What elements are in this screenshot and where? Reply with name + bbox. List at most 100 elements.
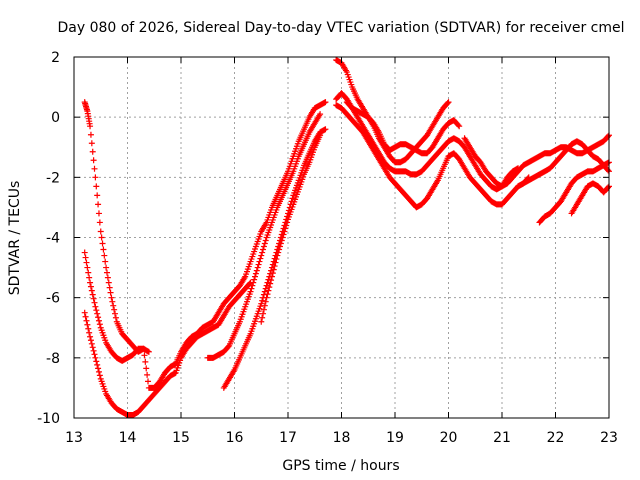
data-point <box>444 100 451 107</box>
data-point <box>91 165 98 172</box>
y-tick-label: -10 <box>37 411 60 427</box>
x-tick-label: 23 <box>600 430 618 446</box>
series-track-a <box>81 99 329 391</box>
data-point <box>89 148 96 155</box>
data-point <box>258 318 265 325</box>
data-point <box>90 347 97 354</box>
data-point <box>96 219 103 226</box>
data-point <box>274 252 281 259</box>
data-point <box>260 306 267 313</box>
x-tick-label: 16 <box>226 430 244 446</box>
series-track-b <box>81 249 152 364</box>
data-point <box>93 307 100 314</box>
data-point <box>277 240 284 247</box>
x-tick-label: 15 <box>172 430 190 446</box>
data-point <box>97 228 104 235</box>
data-point <box>95 365 102 372</box>
data-point <box>257 255 264 262</box>
data-point <box>88 287 95 294</box>
data-point <box>92 354 99 361</box>
y-tick-label: 0 <box>51 110 60 126</box>
data-point <box>252 270 259 277</box>
data-point <box>93 358 100 365</box>
data-point <box>87 131 94 138</box>
x-tick-label: 18 <box>333 430 351 446</box>
data-point <box>276 246 283 253</box>
series-track-j <box>343 99 463 157</box>
data-point <box>283 222 290 229</box>
data-point <box>90 157 97 164</box>
data-point <box>82 254 89 261</box>
data-point <box>143 365 150 372</box>
data-point <box>259 249 266 256</box>
x-tick-label: 19 <box>386 430 404 446</box>
series-track-h <box>333 90 522 193</box>
data-point <box>262 237 269 244</box>
data-point <box>81 309 88 316</box>
data-point <box>94 192 101 199</box>
y-tick-label: -6 <box>46 291 60 307</box>
data-point <box>252 273 259 280</box>
data-point <box>260 310 267 317</box>
data-point <box>142 358 149 365</box>
y-tick-label: -8 <box>46 351 60 367</box>
series-track-d <box>204 111 324 361</box>
data-point <box>254 264 261 271</box>
data-point <box>258 300 265 307</box>
y-axis-label: SDTVAR / TECUs <box>7 181 23 296</box>
data-point <box>96 321 103 328</box>
data-point <box>85 325 92 332</box>
data-point <box>250 279 257 286</box>
data-point <box>275 249 282 256</box>
series-track-l <box>515 138 612 190</box>
data-point <box>144 371 151 378</box>
data-point <box>94 361 101 368</box>
data-point <box>88 140 95 147</box>
data-point <box>225 343 232 350</box>
data-point <box>249 282 256 289</box>
data-point <box>317 111 324 118</box>
x-tick-label: 21 <box>493 430 511 446</box>
data-point <box>83 259 90 266</box>
data-point <box>276 243 283 250</box>
data-point <box>282 225 289 232</box>
data-point <box>445 99 452 106</box>
data-point <box>95 317 102 324</box>
data-point <box>112 310 119 317</box>
data-point <box>267 280 274 287</box>
data-point <box>95 210 102 217</box>
data-point <box>91 351 98 358</box>
data-point <box>96 372 103 379</box>
data-point <box>95 201 102 208</box>
data-point <box>261 240 268 247</box>
data-point <box>108 294 115 301</box>
y-tick-label: -4 <box>46 231 60 247</box>
data-point <box>89 344 96 351</box>
y-tick-label: 2 <box>51 50 60 66</box>
data-point <box>105 279 112 286</box>
y-tick-label: -2 <box>46 170 60 186</box>
data-point <box>260 246 267 253</box>
data-point <box>109 298 116 305</box>
data-point <box>103 269 110 276</box>
data-point <box>89 291 96 298</box>
data-point <box>281 228 288 235</box>
data-point <box>251 276 258 283</box>
x-tick-label: 17 <box>279 430 297 446</box>
data-point <box>284 219 291 226</box>
data-point <box>273 256 280 263</box>
data-point <box>248 285 255 292</box>
x-tick-label: 14 <box>119 430 137 446</box>
data-point <box>317 132 324 139</box>
series-track-n <box>568 180 612 217</box>
data-point <box>82 313 89 320</box>
x-axis-label: GPS time / hours <box>282 458 399 474</box>
data-point <box>264 291 271 298</box>
x-tick-label: 20 <box>440 430 458 446</box>
data-point <box>268 277 275 284</box>
data-point <box>103 264 110 271</box>
data-point <box>87 333 94 340</box>
data-point <box>87 123 94 130</box>
data-point <box>112 314 119 321</box>
series-track-f <box>258 132 324 325</box>
